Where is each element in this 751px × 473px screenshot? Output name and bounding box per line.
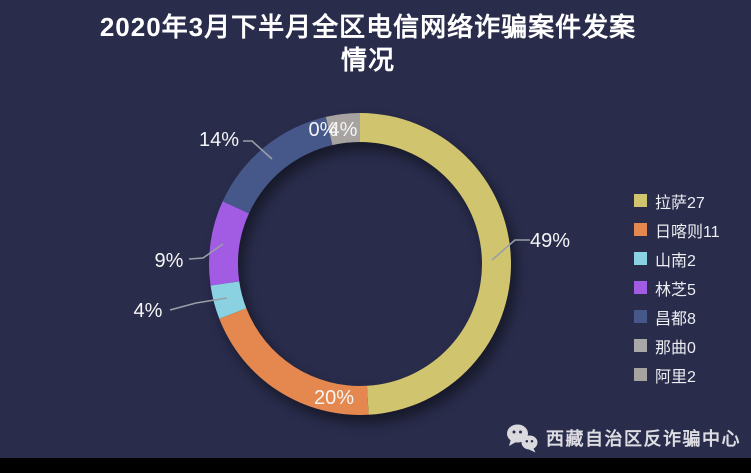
legend-label-shannan: 山南2	[655, 252, 696, 270]
percent-label-ali: 4%	[329, 119, 358, 141]
bottom-bar	[0, 458, 751, 473]
percent-label-rikaze: 20%	[314, 387, 354, 409]
legend-item-lasa[interactable]: 拉萨27	[634, 186, 720, 215]
legend-label-rikaze: 日喀则11	[655, 223, 720, 241]
chart-title-line2: 情况	[340, 45, 395, 75]
legend-label-ali: 阿里2	[655, 368, 696, 386]
footer: 西藏自治区反诈骗中心	[505, 422, 741, 454]
legend-swatch-linzhi	[634, 281, 647, 294]
leader-line-shannan	[169, 297, 228, 311]
legend-item-ali[interactable]: 阿里2	[634, 360, 720, 389]
chart-title: 2020年3月下半月全区电信网络诈骗案件发案 情况	[0, 11, 736, 77]
leader-line-changdu	[243, 140, 273, 160]
donut-slice-rikaze[interactable]	[219, 308, 369, 415]
donut-slice-lasa[interactable]	[360, 113, 511, 415]
legend-item-shannan[interactable]: 山南2	[634, 244, 720, 273]
chart-legend: 拉萨27 日喀则11 山南2 林芝5 昌都8 那曲0 阿里2	[634, 186, 720, 389]
leader-line-linzhi	[188, 243, 224, 260]
percent-label-changdu: 14%	[199, 129, 239, 151]
percent-label-shannan: 4%	[134, 300, 163, 322]
legend-swatch-changdu	[634, 310, 647, 323]
percent-label-lasa: 49%	[530, 230, 570, 252]
legend-item-rikaze[interactable]: 日喀则11	[634, 215, 720, 244]
legend-swatch-shannan	[634, 252, 647, 265]
legend-label-linzhi: 林芝5	[655, 281, 696, 299]
donut-slice-linzhi[interactable]	[208, 201, 250, 286]
legend-item-naqu[interactable]: 那曲0	[634, 331, 720, 360]
donut-slice-shannan[interactable]	[210, 281, 247, 319]
legend-label-changdu: 昌都8	[655, 310, 696, 328]
donut-slice-ali[interactable]	[325, 113, 360, 146]
donut-slice-changdu[interactable]	[222, 116, 333, 214]
legend-swatch-naqu	[634, 339, 647, 352]
legend-label-lasa: 拉萨27	[655, 194, 705, 212]
legend-swatch-rikaze	[634, 223, 647, 236]
legend-item-linzhi[interactable]: 林芝5	[634, 273, 720, 302]
legend-label-naqu: 那曲0	[655, 339, 696, 357]
percent-label-linzhi: 9%	[155, 250, 184, 272]
wechat-icon	[507, 424, 538, 453]
leader-line-lasa	[491, 239, 530, 261]
legend-item-changdu[interactable]: 昌都8	[634, 302, 720, 331]
legend-swatch-lasa	[634, 194, 647, 207]
chart-title-line1: 2020年3月下半月全区电信网络诈骗案件发案	[99, 12, 637, 42]
legend-swatch-ali	[634, 368, 647, 381]
percent-label-naqu: 0%	[309, 119, 338, 141]
footer-account-name: 西藏自治区反诈骗中心	[546, 429, 741, 449]
